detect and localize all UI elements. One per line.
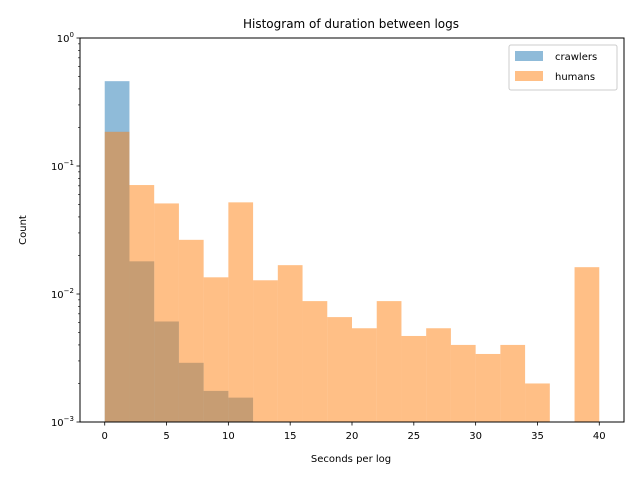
y-axis-ticks: 10−3 10−2 10−1 100 <box>51 31 80 429</box>
x-tick-label-6: 30 <box>469 431 482 442</box>
bar-humans-4 <box>203 277 229 422</box>
bar-humans-19 <box>574 267 600 422</box>
bar-humans-8 <box>302 301 328 422</box>
x-axis-ticks: 0 5 10 15 20 25 30 35 40 <box>102 422 606 442</box>
bar-humans-6 <box>253 280 278 422</box>
x-tick-label-5: 25 <box>407 431 420 442</box>
x-tick-label-2: 10 <box>222 431 235 442</box>
y-tick-label-2: 10−1 <box>51 159 74 173</box>
x-tick-label-7: 35 <box>531 431 544 442</box>
x-tick-label-8: 40 <box>593 431 606 442</box>
bar-humans-9 <box>327 317 352 422</box>
y-tick-label-1: 10−2 <box>51 287 74 301</box>
bar-humans-0 <box>104 131 130 423</box>
legend-label-crawlers: crawlers <box>555 52 597 63</box>
bar-humans-17 <box>525 383 550 422</box>
y-axis-label: Count <box>18 215 29 245</box>
legend: crawlers humans <box>508 44 618 91</box>
y-tick-label-0: 10−3 <box>51 415 74 429</box>
x-tick-label-4: 20 <box>346 431 359 442</box>
bar-humans-1 <box>129 185 155 422</box>
x-axis-label: Seconds per log <box>311 454 391 465</box>
bar-humans-11 <box>376 301 402 422</box>
bar-humans-2 <box>154 203 179 422</box>
x-tick-label-1: 5 <box>163 431 169 442</box>
bar-humans-13 <box>426 328 451 422</box>
bar-humans-14 <box>450 344 476 422</box>
x-tick-label-0: 0 <box>102 431 108 442</box>
legend-swatch-crawlers <box>515 51 543 61</box>
y-tick-label-3: 100 <box>57 31 74 45</box>
bar-humans-7 <box>277 265 303 422</box>
legend-label-humans: humans <box>555 72 595 83</box>
bar-humans-16 <box>500 344 526 422</box>
bar-humans-15 <box>475 353 501 422</box>
x-tick-label-3: 15 <box>284 431 297 442</box>
bar-humans-5 <box>228 202 254 422</box>
legend-swatch-humans <box>515 71 543 81</box>
bar-humans-12 <box>401 335 427 422</box>
chart-title: Histogram of duration between logs <box>243 17 459 31</box>
bars-layer <box>104 81 600 423</box>
bar-humans-10 <box>352 328 377 422</box>
bar-humans-3 <box>178 239 204 422</box>
